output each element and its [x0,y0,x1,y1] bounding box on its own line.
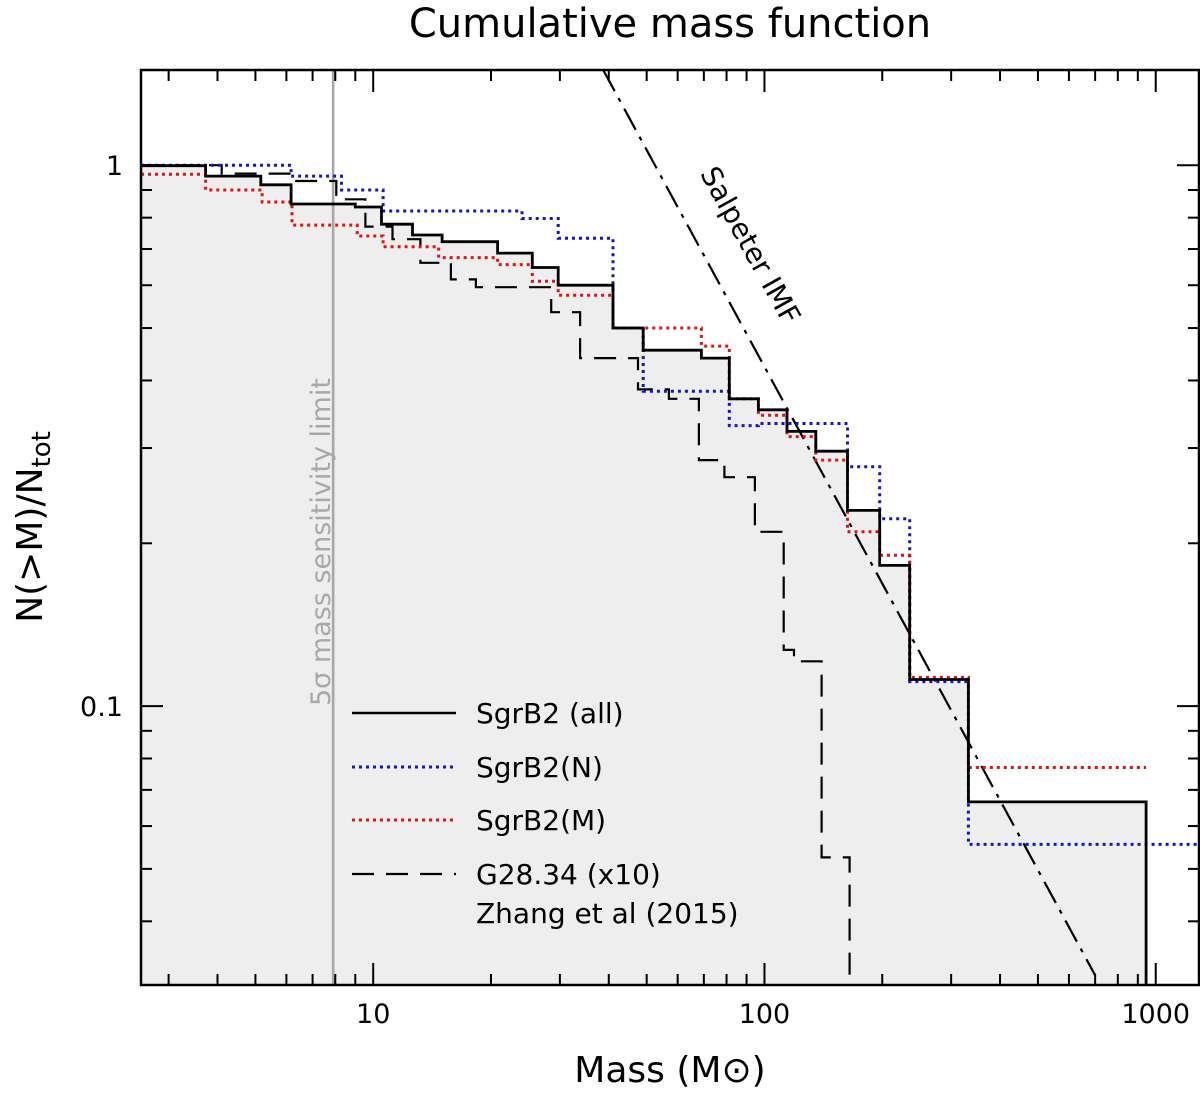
y-axis-label: N(>M)/Ntot [10,431,57,623]
y-axis-label-subscript: tot [27,431,57,467]
svg-text:N(>M)/Ntot: N(>M)/Ntot [10,431,57,623]
series-line-salpeter-imf [602,70,1097,976]
salpeter-label: Salpeter IMF [693,161,807,330]
legend-label-sgrb2-m: SgrB2(M) [476,804,606,837]
series-line-sgrb2-n [141,163,1199,846]
series-line-g28-34-x10 [141,164,851,985]
series-line-sgrb2-all [141,164,1148,985]
x-tick-label: 100 [739,999,791,1030]
shaded-area-sgrb2-all- [141,165,1147,985]
legend-label-g28: G28.34 (x10) [476,858,661,891]
series-layer [141,70,1199,985]
legend-label-sgrb2-n: SgrB2(N) [476,751,603,784]
chart-title: Cumulative mass function [409,1,931,47]
axis-ticks [141,70,1199,985]
y-axis-label-main: N(>M)/N [10,467,51,622]
legend-label-sgrb2-all: SgrB2 (all) [476,697,624,730]
salpeter-text: Salpeter IMF [693,161,807,330]
sensitivity-limit-label: 5σ mass sensitivity limit [306,378,337,706]
x-axis-label: Mass (M⊙) [574,1050,765,1091]
y-tick-label: 0.1 [80,692,123,723]
shaded-area-layer [141,165,1147,985]
x-tick-label: 1000 [1121,999,1190,1030]
legend-label-g28-reference: Zhang et al (2015) [476,897,739,930]
x-tick-label: 10 [356,999,390,1030]
tick-labels: 10 100 1000 1 0.1 [80,151,1190,1030]
sensitivity-limit-text: 5σ mass sensitivity limit [306,378,337,706]
y-tick-label: 1 [106,151,123,182]
legend: SgrB2 (all) SgrB2(N) SgrB2(M) G28.34 (x1… [352,697,739,930]
plot-frame [139,68,1200,987]
